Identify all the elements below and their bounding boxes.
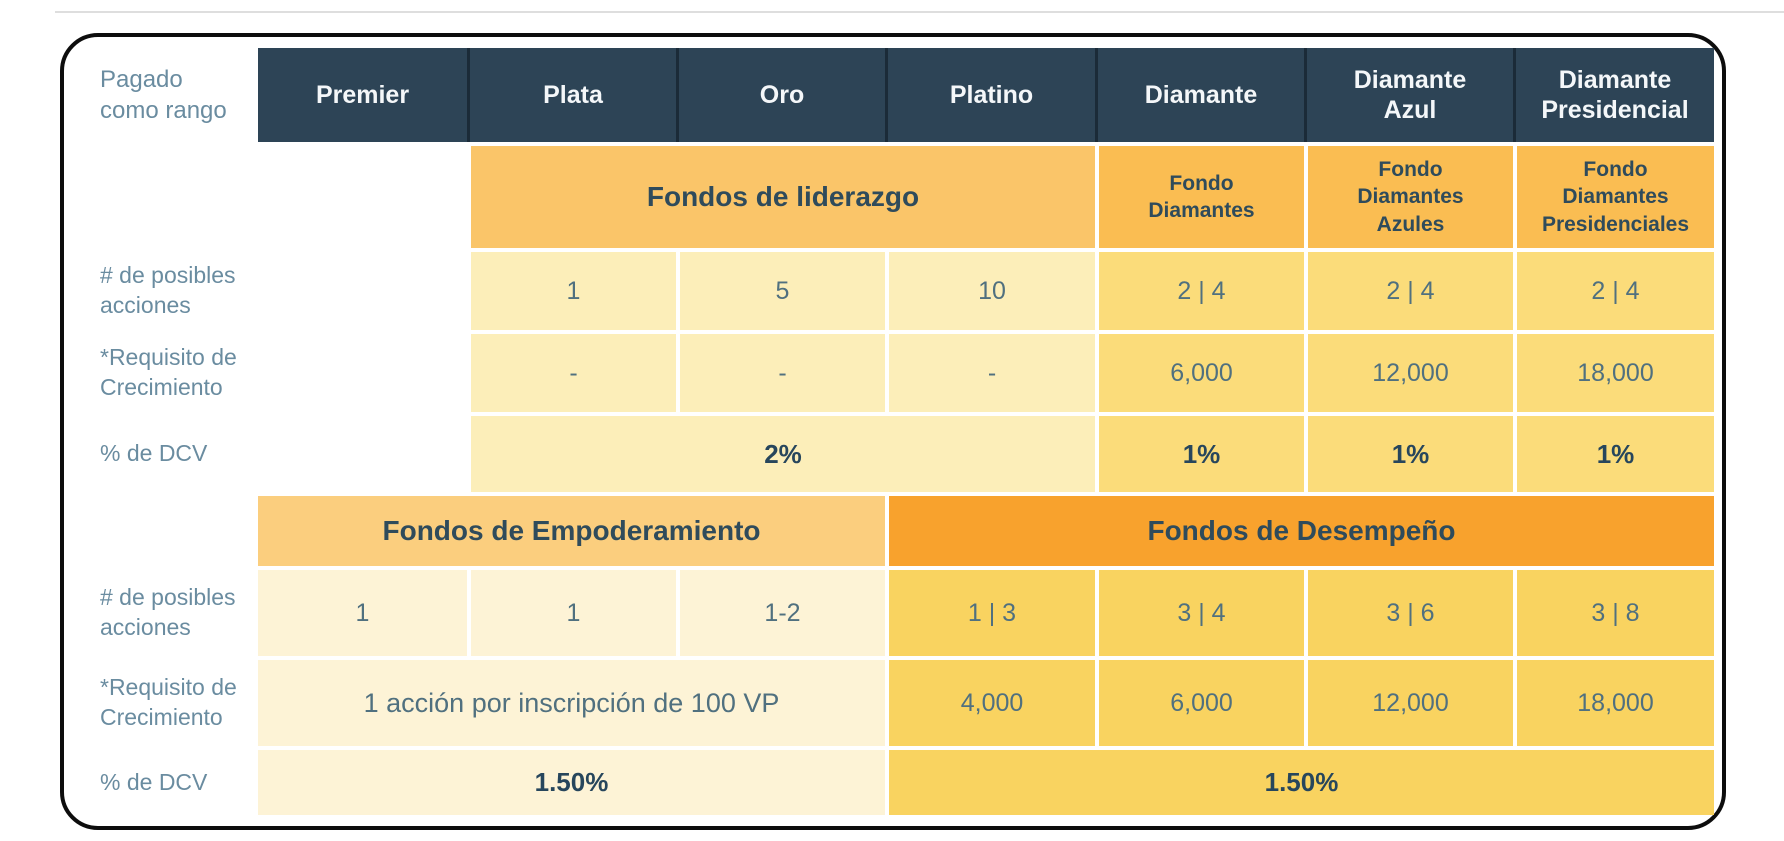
rank-header-platino: Platino — [885, 48, 1095, 142]
rank-funds-table: Pagado como rango Premier Plata Oro Plat… — [64, 37, 1722, 826]
cell-requisito2-platino: 4,000 — [889, 660, 1095, 746]
cell-acciones2-plata: 1 — [471, 570, 676, 656]
rank-header-oro: Oro — [676, 48, 885, 142]
cell-dcv2-right-span: 1.50% — [889, 750, 1714, 815]
cell-requisito2-diamante-azul: 12,000 — [1308, 660, 1513, 746]
cell-acciones-diamante: 2 | 4 — [1099, 252, 1304, 330]
fund-header-fondo-diamantes-azules: Fondo Diamantes Azules — [1308, 146, 1513, 248]
cell-acciones-diamante-azul: 2 | 4 — [1308, 252, 1513, 330]
rank-header-plata: Plata — [467, 48, 676, 142]
cell-dcv-diamante-azul: 1% — [1308, 416, 1513, 492]
row-label-requisito-bottom: *Requisito de Crecimiento — [100, 674, 237, 730]
cell-requisito2-left-span: 1 acción por inscripción de 100 VP — [258, 660, 885, 746]
cell-acciones2-platino: 1 | 3 — [889, 570, 1095, 656]
row-label-dcv-top: % de DCV — [100, 440, 208, 467]
cell-dcv-diamante-presidencial: 1% — [1517, 416, 1714, 492]
rank-header-diamante-azul: Diamante Azul — [1304, 48, 1513, 142]
cell-acciones2-diamante-azul: 3 | 6 — [1308, 570, 1513, 656]
cell-requisito2-diamante-presidencial: 18,000 — [1517, 660, 1714, 746]
cell-dcv2-left-span: 1.50% — [258, 750, 885, 815]
rank-header-premier: Premier — [258, 48, 467, 142]
cell-acciones-platino: 10 — [889, 252, 1095, 330]
cell-requisito-platino: - — [889, 334, 1095, 412]
row-label-dcv-bottom: % de DCV — [100, 768, 208, 795]
rank-header-diamante-presidencial: Diamante Presidencial — [1513, 48, 1714, 142]
band-fondos-de-liderazgo: Fondos de liderazgo — [471, 146, 1095, 248]
corner-label-pagado-como-rango: Pagado como rango — [100, 65, 227, 124]
cell-acciones-diamante-presidencial: 2 | 4 — [1517, 252, 1714, 330]
cell-acciones-plata: 1 — [471, 252, 676, 330]
cell-acciones2-premier: 1 — [258, 570, 467, 656]
rank-funds-table-frame: Pagado como rango Premier Plata Oro Plat… — [60, 33, 1726, 830]
cell-acciones2-diamante: 3 | 4 — [1099, 570, 1304, 656]
cell-dcv-liderazgo-span: 2% — [471, 416, 1095, 492]
cell-acciones-oro: 5 — [680, 252, 885, 330]
rank-header-diamante: Diamante — [1095, 48, 1304, 142]
fund-header-fondo-diamantes: Fondo Diamantes — [1099, 146, 1304, 248]
cell-requisito-plata: - — [471, 334, 676, 412]
cell-requisito-diamante: 6,000 — [1099, 334, 1304, 412]
cell-requisito-oro: - — [680, 334, 885, 412]
row-label-acciones-top: # de posibles acciones — [100, 262, 236, 318]
band-fondos-de-desempeno: Fondos de Desempeño — [889, 496, 1714, 566]
band-fondos-de-empoderamiento: Fondos de Empoderamiento — [258, 496, 885, 566]
cell-acciones2-oro: 1-2 — [680, 570, 885, 656]
cell-requisito2-diamante: 6,000 — [1099, 660, 1304, 746]
cell-requisito-diamante-azul: 12,000 — [1308, 334, 1513, 412]
row-label-requisito-top: *Requisito de Crecimiento — [100, 344, 237, 400]
cell-dcv-diamante: 1% — [1099, 416, 1304, 492]
cell-acciones2-diamante-presidencial: 3 | 8 — [1517, 570, 1714, 656]
row-label-acciones-bottom: # de posibles acciones — [100, 584, 236, 640]
top-rule-line — [55, 11, 1784, 13]
cell-requisito-diamante-presidencial: 18,000 — [1517, 334, 1714, 412]
fund-header-fondo-diamantes-presidenciales: Fondo Diamantes Presidenciales — [1517, 146, 1714, 248]
